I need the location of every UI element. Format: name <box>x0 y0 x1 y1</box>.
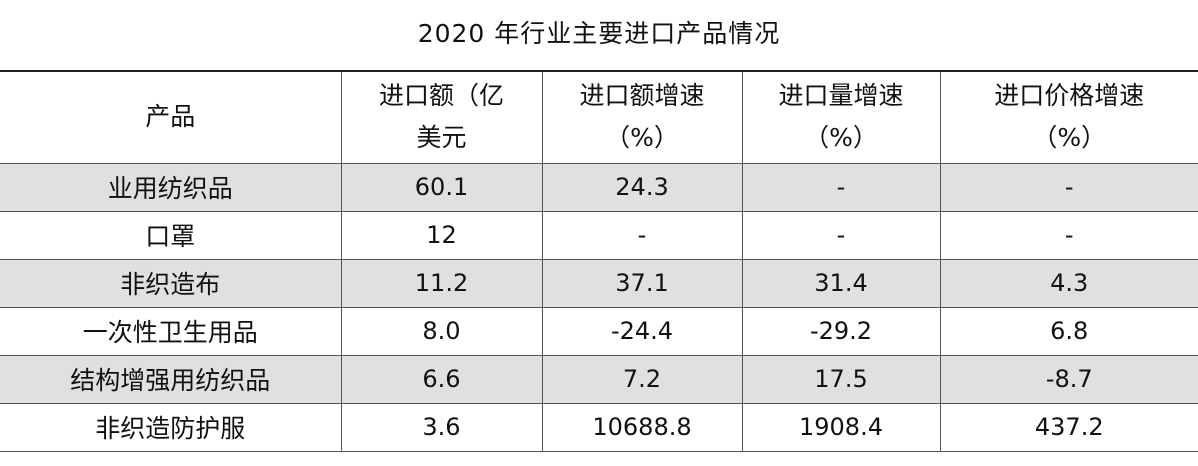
header-import-value: 进口额（亿 美元 <box>340 70 543 164</box>
header-product: 产品 <box>0 70 342 164</box>
cell-price-growth: 4.3 <box>939 258 1198 308</box>
cell-volume-growth: 17.5 <box>741 354 941 404</box>
cell-value-growth: -24.4 <box>541 306 743 356</box>
header-import-value-line2: 美元 <box>416 123 467 153</box>
header-row: 产品 进口额（亿 美元 进口额增速 （%） 进口量增速 （%） 进口价格增速 （… <box>0 70 1198 164</box>
table-row: 非织造防护服 3.6 10688.8 1908.4 437.2 <box>0 402 1198 452</box>
header-price-growth-line2: （%） <box>1032 123 1107 153</box>
header-price-growth: 进口价格增速 （%） <box>939 70 1198 164</box>
table-row: 一次性卫生用品 8.0 -24.4 -29.2 6.8 <box>0 306 1198 356</box>
header-value-growth-line1: 进口额增速 <box>579 81 705 111</box>
cell-product: 一次性卫生用品 <box>0 306 342 356</box>
header-volume-growth-line1: 进口量增速 <box>778 81 904 111</box>
cell-import-value: 3.6 <box>340 402 543 452</box>
cell-value-growth: 7.2 <box>541 354 743 404</box>
import-products-table: 产品 进口额（亿 美元 进口额增速 （%） 进口量增速 （%） 进口价格增速 （… <box>0 70 1198 452</box>
cell-import-value: 6.6 <box>340 354 543 404</box>
cell-value-growth: 37.1 <box>541 258 743 308</box>
cell-product: 业用纺织品 <box>0 162 342 212</box>
cell-volume-growth: 1908.4 <box>741 402 941 452</box>
cell-volume-growth: 31.4 <box>741 258 941 308</box>
cell-price-growth: -8.7 <box>939 354 1198 404</box>
header-value-growth-line2: （%） <box>605 123 679 153</box>
cell-product: 结构增强用纺织品 <box>0 354 342 404</box>
cell-product: 非织造布 <box>0 258 342 308</box>
header-import-value-line1: 进口额（亿 <box>378 81 504 111</box>
cell-product: 非织造防护服 <box>0 402 342 452</box>
cell-value-growth: 24.3 <box>541 162 743 212</box>
cell-volume-growth: -29.2 <box>741 306 941 356</box>
cell-price-growth: - <box>939 162 1198 212</box>
cell-price-growth: 6.8 <box>939 306 1198 356</box>
table-row: 结构增强用纺织品 6.6 7.2 17.5 -8.7 <box>0 354 1198 404</box>
table-row: 业用纺织品 60.1 24.3 - - <box>0 162 1198 212</box>
table-title: 2020 年行业主要进口产品情况 <box>417 19 781 48</box>
header-volume-growth: 进口量增速 （%） <box>741 70 941 164</box>
cell-product: 口罩 <box>0 210 342 260</box>
header-volume-growth-line2: （%） <box>804 123 878 153</box>
cell-price-growth: - <box>939 210 1198 260</box>
cell-value-growth: - <box>541 210 743 260</box>
cell-volume-growth: - <box>741 162 941 212</box>
cell-import-value: 12 <box>340 210 543 260</box>
header-value-growth: 进口额增速 （%） <box>541 70 743 164</box>
header-price-growth-line1: 进口价格增速 <box>994 81 1145 111</box>
cell-value-growth: 10688.8 <box>541 402 743 452</box>
header-product-label: 产品 <box>145 102 196 132</box>
cell-import-value: 60.1 <box>340 162 543 212</box>
cell-price-growth: 437.2 <box>939 402 1198 452</box>
table-row: 非织造布 11.2 37.1 31.4 4.3 <box>0 258 1198 308</box>
table-row: 口罩 12 - - - <box>0 210 1198 260</box>
cell-import-value: 8.0 <box>340 306 543 356</box>
cell-import-value: 11.2 <box>340 258 543 308</box>
cell-volume-growth: - <box>741 210 941 260</box>
